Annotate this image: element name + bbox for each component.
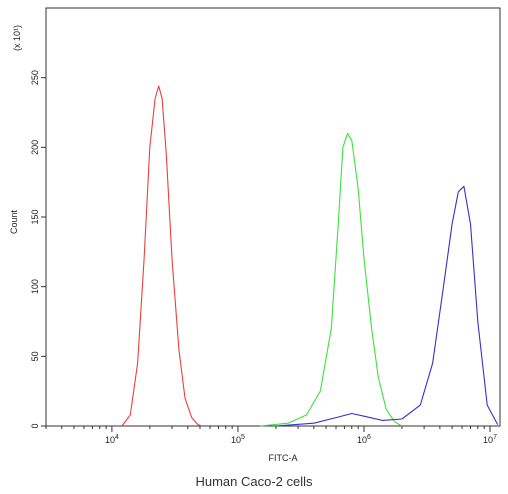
x-axis-title: FITC-A <box>269 453 298 463</box>
y-tick-label: 150 <box>30 209 40 224</box>
y-tick-label: 0 <box>30 423 40 428</box>
x-tick-label: 106 <box>357 434 371 445</box>
x-tick-label: 105 <box>231 434 245 445</box>
plot-frame <box>45 7 501 427</box>
y-axis: 0 50 100 150 200 250 <box>30 70 46 429</box>
histogram-series-2 <box>260 132 403 427</box>
histogram-series-1 <box>121 85 203 427</box>
y-axis-title: Count <box>9 210 19 235</box>
y-tick-label: 250 <box>30 70 40 85</box>
x-tick-label: 104 <box>105 434 119 445</box>
series-layer <box>121 85 499 427</box>
chart-caption: Human Caco-2 cells <box>195 474 313 489</box>
x-tick-label: 107 <box>483 434 497 445</box>
x-axis: 104 105 106 107 <box>45 426 497 445</box>
y-tick-label: 100 <box>30 279 40 294</box>
y-multiplier-label: (x 10¹) <box>12 25 22 51</box>
histogram-series-3 <box>275 185 499 427</box>
y-tick-label: 200 <box>30 140 40 155</box>
y-tick-label: 50 <box>30 351 40 361</box>
